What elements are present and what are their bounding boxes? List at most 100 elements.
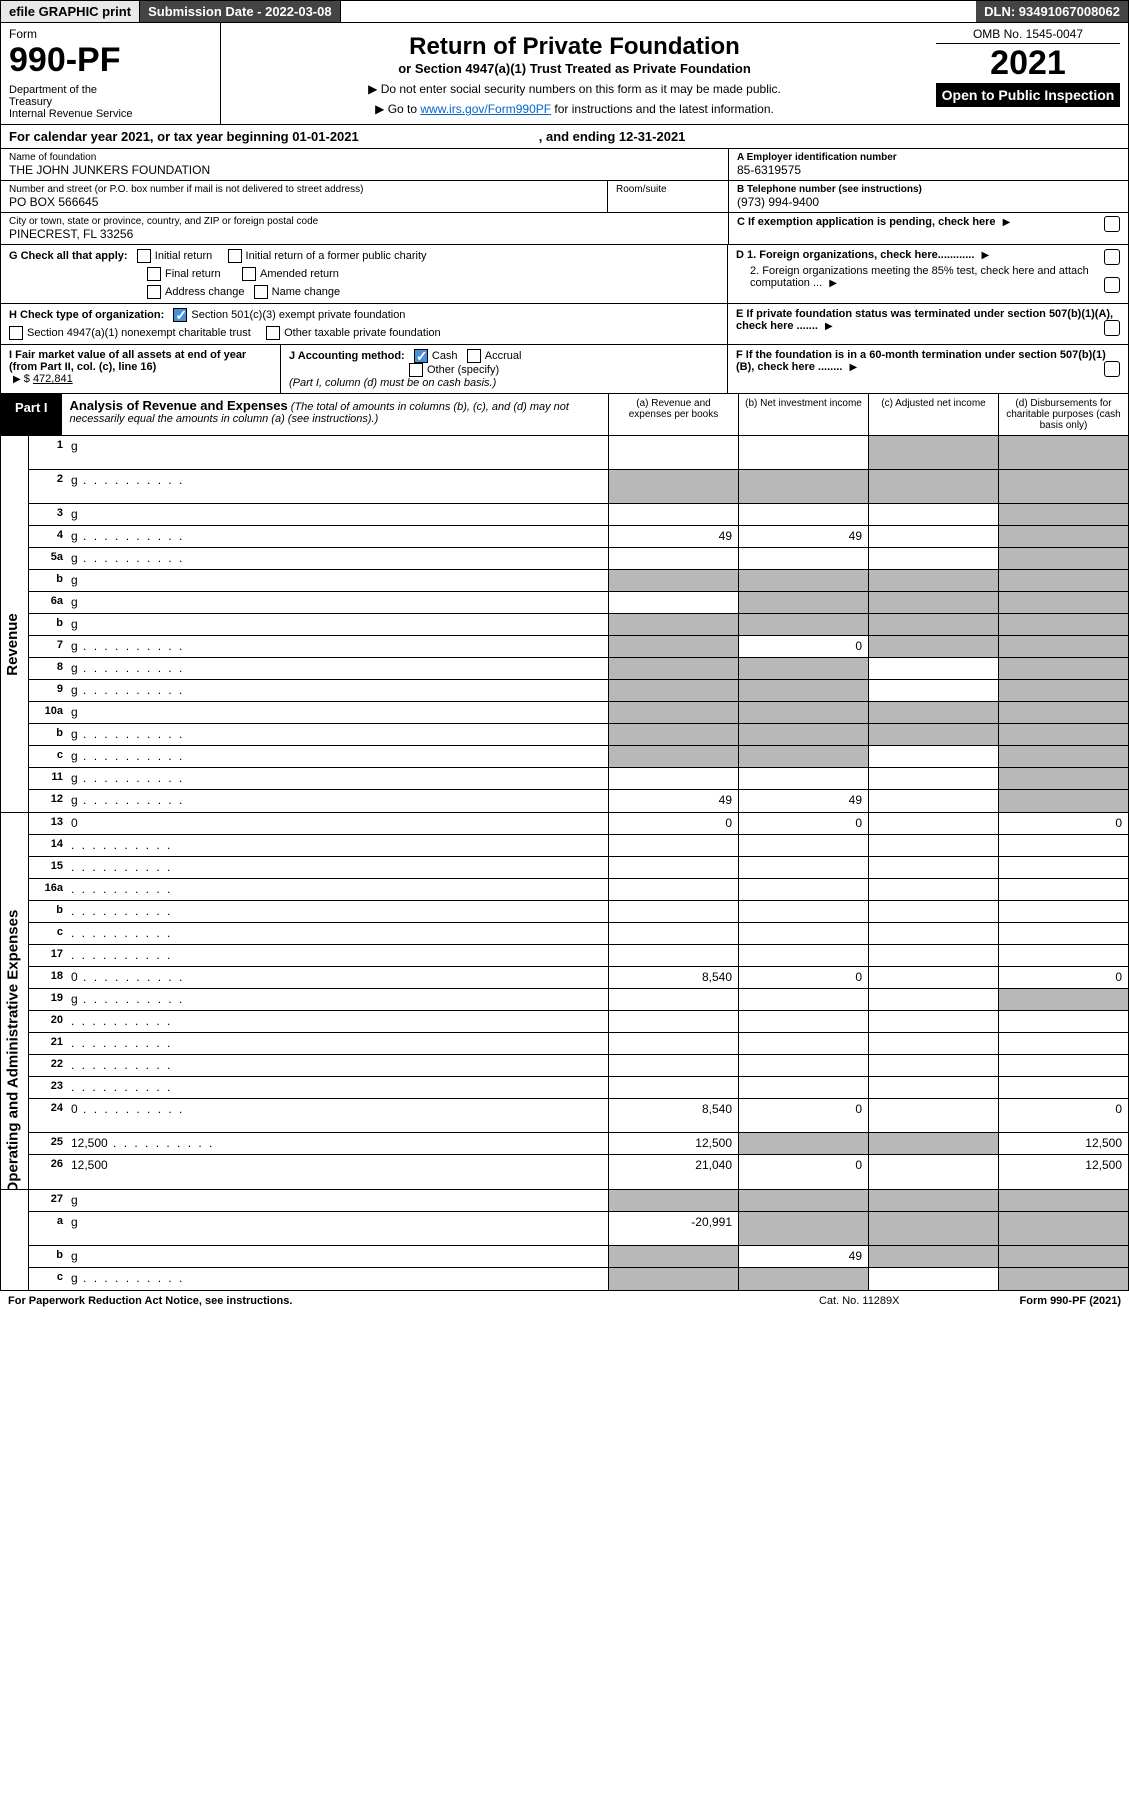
line-description: g <box>67 989 608 1010</box>
line-number: 11 <box>29 768 67 789</box>
cell-na <box>998 658 1128 679</box>
cell-value <box>608 1077 738 1098</box>
cell-value <box>998 857 1128 878</box>
instruction-1: ▶ Do not enter social security numbers o… <box>229 82 920 96</box>
foundation-name-label: Name of foundation <box>9 152 720 163</box>
cell-value <box>868 1077 998 1098</box>
cell-na <box>998 1190 1128 1211</box>
line-number: 5a <box>29 548 67 569</box>
line-description: g <box>67 658 608 679</box>
foreign-org-checkbox[interactable] <box>1104 249 1120 265</box>
cell-na <box>998 1246 1128 1267</box>
cell-value <box>998 879 1128 900</box>
amended-return-checkbox[interactable] <box>242 267 256 281</box>
e-label: E If private foundation status was termi… <box>736 308 1113 332</box>
other-taxable-checkbox[interactable] <box>266 326 280 340</box>
ein-label: A Employer identification number <box>737 152 1120 163</box>
summary-table: 27gag-20,991bg49cg <box>0 1190 1129 1291</box>
line-number: 2 <box>29 470 67 503</box>
cell-na <box>738 658 868 679</box>
4947-checkbox[interactable] <box>9 326 23 340</box>
cash-checkbox[interactable] <box>414 349 428 363</box>
cell-value <box>868 901 998 922</box>
cell-na <box>868 1246 998 1267</box>
line-description <box>67 879 608 900</box>
initial-former-checkbox[interactable] <box>228 249 242 263</box>
cell-na <box>738 1190 868 1211</box>
fmv-label: I Fair market value of all assets at end… <box>9 349 246 373</box>
cell-na <box>738 570 868 591</box>
open-to-public: Open to Public Inspection <box>936 83 1120 107</box>
cell-value <box>608 1033 738 1054</box>
line-description: g <box>67 570 608 591</box>
cell-na <box>998 636 1128 657</box>
line-number: 17 <box>29 945 67 966</box>
cell-na <box>608 470 738 503</box>
cell-na <box>608 1190 738 1211</box>
cell-value <box>608 436 738 469</box>
line-number: b <box>29 724 67 745</box>
name-change-checkbox[interactable] <box>254 285 268 299</box>
cell-value <box>868 526 998 547</box>
city-state-zip: PINECREST, FL 33256 <box>9 227 720 241</box>
arrow-icon <box>981 249 989 261</box>
line-description <box>67 835 608 856</box>
cell-value <box>868 857 998 878</box>
initial-return-checkbox[interactable] <box>137 249 151 263</box>
line-number: 21 <box>29 1033 67 1054</box>
cell-na <box>738 746 868 767</box>
arrow-icon <box>829 277 837 289</box>
line-number: 15 <box>29 857 67 878</box>
g-label: G Check all that apply: <box>9 250 128 262</box>
line-number: b <box>29 1246 67 1267</box>
cell-na <box>998 680 1128 701</box>
table-row: cg <box>29 746 1128 768</box>
line-description: g <box>67 1246 608 1267</box>
table-row: 1g <box>29 436 1128 470</box>
irs-link[interactable]: www.irs.gov/Form990PF <box>420 102 551 116</box>
cell-na <box>608 658 738 679</box>
cell-na <box>868 614 998 635</box>
table-row: 2612,50021,040012,500 <box>29 1155 1128 1189</box>
line-description <box>67 1033 608 1054</box>
instruction-2: ▶ Go to www.irs.gov/Form990PF for instru… <box>229 102 920 116</box>
cell-value: 49 <box>738 526 868 547</box>
line-description: g <box>67 1190 608 1211</box>
foreign-85-checkbox[interactable] <box>1104 277 1120 293</box>
cell-na <box>608 570 738 591</box>
line-number: 6a <box>29 592 67 613</box>
entity-section: Name of foundation THE JOHN JUNKERS FOUN… <box>0 149 1129 245</box>
cell-na <box>868 436 998 469</box>
accrual-checkbox[interactable] <box>467 349 481 363</box>
table-row: 11g <box>29 768 1128 790</box>
table-row: 3g <box>29 504 1128 526</box>
table-row: 2512,50012,50012,500 <box>29 1133 1128 1155</box>
col-b-header: (b) Net investment income <box>738 394 868 435</box>
final-return-checkbox[interactable] <box>147 267 161 281</box>
cell-value <box>868 813 998 834</box>
60month-checkbox[interactable] <box>1104 361 1120 377</box>
501c3-checkbox[interactable] <box>173 308 187 322</box>
cell-value <box>608 768 738 789</box>
cell-na <box>998 436 1128 469</box>
cell-na <box>998 724 1128 745</box>
cell-na <box>738 614 868 635</box>
cell-na <box>738 1268 868 1290</box>
cell-value <box>868 879 998 900</box>
address: PO BOX 566645 <box>9 195 599 209</box>
efile-print-btn[interactable]: efile GRAPHIC print <box>1 1 140 22</box>
terminated-checkbox[interactable] <box>1104 320 1120 336</box>
line-number: 25 <box>29 1133 67 1154</box>
cell-na <box>998 1212 1128 1245</box>
cell-value <box>608 548 738 569</box>
table-row: 27g <box>29 1190 1128 1212</box>
line-description <box>67 901 608 922</box>
cell-value <box>998 1055 1128 1076</box>
address-change-checkbox[interactable] <box>147 285 161 299</box>
other-method-checkbox[interactable] <box>409 363 423 377</box>
table-row: 22 <box>29 1055 1128 1077</box>
table-row: bg <box>29 724 1128 746</box>
cell-value <box>608 989 738 1010</box>
cell-na <box>868 470 998 503</box>
pending-checkbox[interactable] <box>1104 216 1120 232</box>
